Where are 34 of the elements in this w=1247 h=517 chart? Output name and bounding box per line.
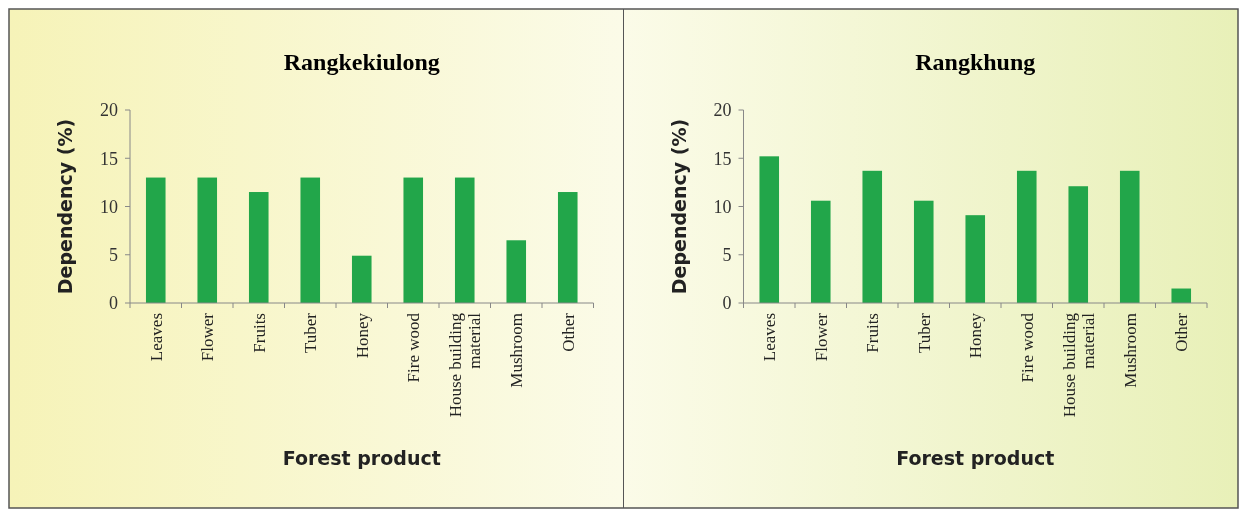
x-tick-label: Fire wood <box>1017 312 1037 383</box>
x-tick-label: Other <box>558 312 578 352</box>
x-tick-label: House building material <box>1059 312 1098 418</box>
y-tick-label: 20 <box>100 100 118 121</box>
x-tick-label: Honey <box>352 312 372 359</box>
x-tick-label: Fruits <box>249 313 269 353</box>
x-tick-label: Tuber <box>914 312 934 353</box>
x-tick-label: Flower <box>198 312 218 362</box>
y-tick-label: 5 <box>109 245 118 266</box>
y-tick-label: 10 <box>713 196 732 217</box>
x-tick-label: Honey <box>966 312 986 359</box>
x-tick-label: Mushroom <box>507 313 527 388</box>
y-tick-label: 5 <box>722 245 732 266</box>
x-tick-label: Fire wood <box>404 312 424 383</box>
x-tick-label: Mushroom <box>1120 313 1140 388</box>
y-axis-title: Dependency (%) <box>667 118 690 295</box>
x-axis-title: Forest product <box>896 447 1055 469</box>
x-tick-label: House building material <box>446 312 485 418</box>
x-tick-label: Flower <box>811 312 831 362</box>
y-tick-label: 10 <box>100 196 118 217</box>
x-axis-title: Forest product <box>282 447 441 469</box>
x-tick-label: Fruits <box>863 313 883 353</box>
y-tick-label: 15 <box>100 148 118 169</box>
y-tick-label: 0 <box>722 293 732 314</box>
x-tick-label: Other <box>1172 312 1192 352</box>
x-tick-label: Tuber <box>301 312 321 353</box>
chart-title: Rangkhung <box>915 49 1036 75</box>
y-tick-label: 0 <box>109 293 118 314</box>
x-tick-label: Leaves <box>146 313 166 362</box>
x-tick-label: Leaves <box>760 313 780 362</box>
y-tick-label: 20 <box>713 100 732 121</box>
chart-title: Rangkekiulong <box>283 49 440 75</box>
y-axis-title: Dependency (%) <box>54 118 76 295</box>
y-tick-label: 15 <box>713 148 732 169</box>
